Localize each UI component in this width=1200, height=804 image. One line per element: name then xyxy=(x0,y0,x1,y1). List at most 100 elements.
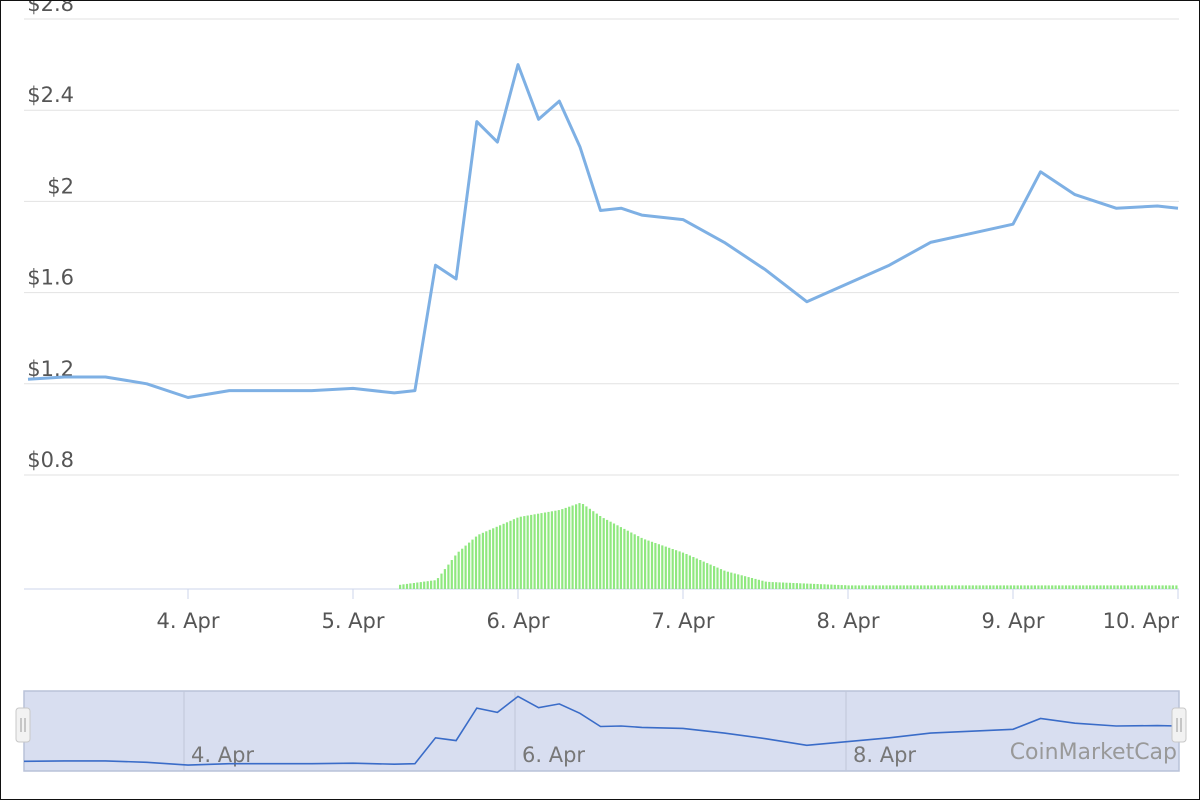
volume-bar xyxy=(630,532,633,589)
volume-bar xyxy=(799,583,802,589)
volume-bar xyxy=(502,523,505,589)
volume-bar xyxy=(975,585,978,589)
volume-bar xyxy=(1123,585,1126,589)
volume-bar xyxy=(685,554,688,589)
volume-bar xyxy=(892,585,895,589)
volume-bar xyxy=(499,525,502,589)
volume-bar xyxy=(750,578,754,589)
volume-bar xyxy=(454,555,457,589)
volume-bar xyxy=(533,514,536,589)
volume-bar xyxy=(430,580,433,589)
volume-bar xyxy=(982,585,985,589)
volume-bar xyxy=(657,544,660,589)
volume-bar xyxy=(1009,585,1012,589)
volume-bar xyxy=(833,584,836,589)
volume-bar xyxy=(450,560,453,589)
volume-bar xyxy=(644,539,647,589)
volume-bar xyxy=(1078,585,1081,589)
volume-bar xyxy=(671,549,674,589)
volume-bar xyxy=(888,585,892,589)
x-tick-label: 10. Apr xyxy=(1103,609,1180,633)
volume-bar xyxy=(468,542,471,589)
x-tick-label: 8. Apr xyxy=(816,609,879,633)
volume-bar xyxy=(447,564,450,589)
volume-bar xyxy=(423,581,426,589)
volume-bar xyxy=(864,585,867,589)
volume-bar xyxy=(588,508,591,589)
volume-bar xyxy=(961,585,964,589)
volume-bar xyxy=(1016,585,1019,589)
volume-bar xyxy=(1147,585,1150,589)
volume-bar xyxy=(1061,585,1064,589)
volume-bar xyxy=(495,526,498,589)
navigator-right-handle[interactable] xyxy=(1171,707,1187,743)
volume-bar xyxy=(1082,585,1085,589)
volume-bar xyxy=(992,585,995,589)
volume-bar xyxy=(782,582,785,589)
volume-bar xyxy=(726,571,729,589)
volume-bar xyxy=(909,585,912,589)
volume-bar xyxy=(640,537,643,589)
volume-bar xyxy=(568,506,571,589)
volume-bar xyxy=(1058,585,1061,589)
volume-bar xyxy=(747,577,750,589)
y-tick-label: $1.6 xyxy=(27,266,74,290)
volume-bar xyxy=(1071,585,1074,589)
volume-bar xyxy=(795,583,798,589)
volume-bar xyxy=(1127,585,1130,589)
volume-bar xyxy=(1002,585,1005,589)
volume-bar xyxy=(882,585,885,589)
volume-bar xyxy=(1051,585,1054,589)
volume-bar xyxy=(550,511,553,589)
volume-bar xyxy=(1158,585,1161,589)
y-axis: $2.8$2.4$2$1.6$1.2$0.8 xyxy=(27,0,74,472)
volume-bar xyxy=(802,583,805,589)
volume-bar xyxy=(399,584,402,589)
volume-bar xyxy=(1006,585,1009,589)
volume-bar xyxy=(719,569,723,589)
volume-bar xyxy=(895,585,898,589)
volume-bar xyxy=(1161,585,1164,589)
volume-bar xyxy=(723,570,726,589)
volume-bar xyxy=(906,585,909,589)
volume-bar xyxy=(1013,585,1016,589)
navigator[interactable]: 4. Apr 6. Apr 8. Apr xyxy=(15,690,1187,772)
volume-bar xyxy=(744,576,747,589)
volume-bar xyxy=(1054,585,1057,589)
volume-bar xyxy=(1068,585,1071,589)
volume-bar xyxy=(505,522,509,589)
volume-bar xyxy=(857,585,861,589)
volume-bar xyxy=(837,584,840,589)
volume-bar xyxy=(492,528,495,589)
volume-bar xyxy=(512,519,515,589)
volume-bar xyxy=(951,585,954,589)
volume-bar xyxy=(578,503,581,589)
volume-bar xyxy=(405,583,409,589)
volume-bars xyxy=(399,503,1178,589)
volume-bar xyxy=(626,530,629,589)
volume-bar xyxy=(692,557,695,589)
volume-bar xyxy=(806,583,809,589)
volume-bar xyxy=(509,520,512,589)
volume-bar xyxy=(819,584,823,589)
volume-bar xyxy=(554,510,557,589)
grid-lines xyxy=(24,18,1179,590)
volume-bar xyxy=(937,585,940,589)
volume-bar xyxy=(650,541,654,589)
volume-bar xyxy=(1037,585,1040,589)
volume-bar xyxy=(788,582,792,589)
volume-bar xyxy=(957,585,961,589)
volume-bar xyxy=(1047,585,1050,589)
volume-bar xyxy=(585,506,588,589)
volume-bar xyxy=(564,507,567,589)
volume-bar xyxy=(409,583,412,589)
volume-bar xyxy=(606,519,609,589)
volume-bar xyxy=(775,582,778,589)
volume-bar xyxy=(416,582,419,589)
navigator-left-handle[interactable] xyxy=(15,707,31,743)
volume-bar xyxy=(1109,585,1112,589)
volume-bar xyxy=(861,585,864,589)
x-axis: 4. Apr 5. Apr 6. Apr 7. Apr 8. Apr 9. Apr 10. … xyxy=(156,589,1179,633)
volume-bar xyxy=(1095,585,1099,589)
volume-bar xyxy=(764,581,767,589)
